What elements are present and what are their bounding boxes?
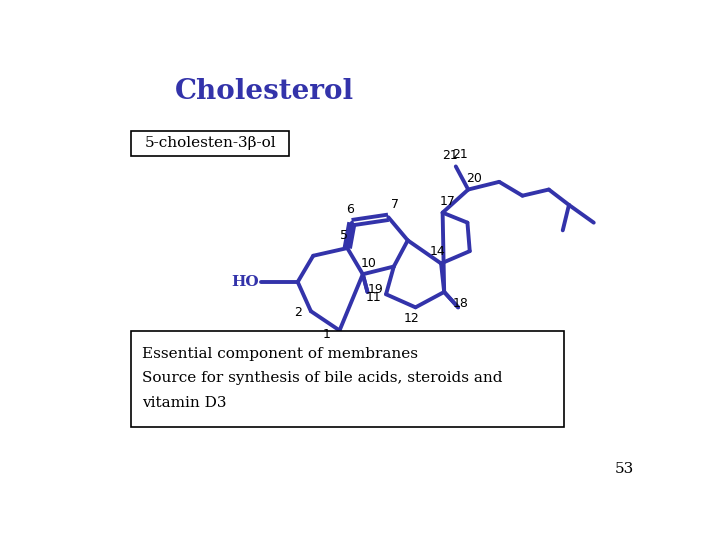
Text: vitamin D3: vitamin D3 (142, 396, 226, 410)
Text: 18: 18 (452, 297, 469, 310)
Text: 17: 17 (440, 195, 456, 208)
Text: 5: 5 (341, 230, 348, 242)
Text: 2: 2 (294, 306, 302, 319)
Text: 11: 11 (366, 291, 382, 304)
FancyBboxPatch shape (131, 131, 289, 156)
Text: Essential component of membranes: Essential component of membranes (142, 347, 418, 361)
Text: Source for synthesis of bile acids, steroids and: Source for synthesis of bile acids, ster… (142, 372, 503, 385)
Text: 12: 12 (404, 313, 420, 326)
Text: 20: 20 (466, 172, 482, 185)
Text: 19: 19 (367, 283, 383, 296)
Text: 21: 21 (443, 149, 458, 162)
Text: HO: HO (231, 275, 259, 289)
Text: 14: 14 (429, 245, 445, 258)
Text: 7: 7 (392, 198, 400, 212)
Text: 1: 1 (323, 328, 330, 341)
FancyBboxPatch shape (131, 331, 564, 427)
Text: 6: 6 (346, 203, 354, 216)
Text: 21: 21 (452, 148, 467, 161)
Text: 53: 53 (615, 462, 634, 476)
Text: 5-cholesten-3β-ol: 5-cholesten-3β-ol (144, 136, 276, 150)
Text: Cholesterol: Cholesterol (175, 78, 354, 105)
Text: 10: 10 (361, 257, 377, 270)
